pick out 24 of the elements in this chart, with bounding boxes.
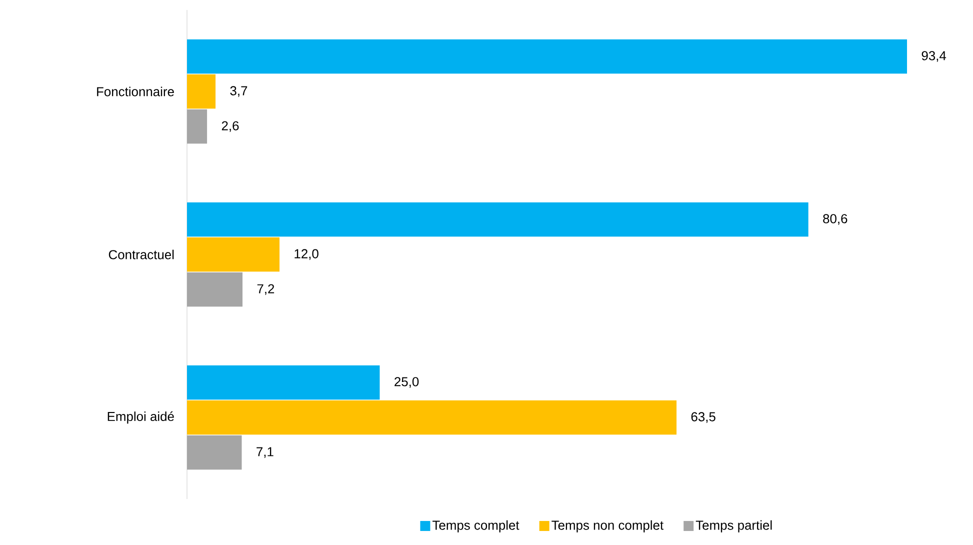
bar xyxy=(187,272,243,307)
data-label: 3,7 xyxy=(230,86,248,97)
bar xyxy=(187,365,380,400)
data-label: 7,2 xyxy=(257,284,274,295)
bar xyxy=(187,109,208,144)
y-tick-label: Fonctionnaire xyxy=(97,86,174,96)
bar xyxy=(187,435,242,470)
bar xyxy=(187,400,677,435)
bar xyxy=(187,237,280,272)
data-label: 25,0 xyxy=(394,377,419,388)
data-label: 80,6 xyxy=(823,214,848,225)
legend-label: Temps partiel xyxy=(696,520,772,532)
data-label: 63,5 xyxy=(691,412,716,423)
data-label: 12,0 xyxy=(294,249,318,260)
bar xyxy=(187,202,808,237)
data-label: 7,1 xyxy=(256,447,274,458)
bar xyxy=(187,39,908,74)
legend-label: Temps complet xyxy=(432,520,520,532)
data-label: 2,6 xyxy=(222,121,239,132)
y-tick-label: Emploi aidé xyxy=(108,411,174,424)
data-label: 93,4 xyxy=(922,51,946,62)
legend-label: Temps non complet xyxy=(552,520,664,532)
bar xyxy=(187,74,216,109)
y-tick-label: Contractuel xyxy=(108,250,174,260)
